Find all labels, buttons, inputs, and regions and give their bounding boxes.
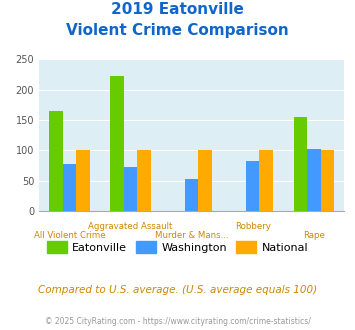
Bar: [260, 150, 273, 211]
Bar: [76, 150, 90, 211]
Bar: [124, 167, 137, 211]
Bar: [49, 111, 63, 211]
Text: All Violent Crime: All Violent Crime: [34, 231, 105, 240]
Bar: [198, 150, 212, 211]
Text: Rape: Rape: [303, 231, 325, 240]
Bar: [185, 179, 198, 211]
Bar: [110, 77, 124, 211]
Bar: [294, 117, 307, 211]
Bar: [246, 161, 260, 211]
Text: Murder & Mans...: Murder & Mans...: [155, 231, 229, 240]
Bar: [137, 150, 151, 211]
Bar: [321, 150, 334, 211]
Text: 2019 Eatonville: 2019 Eatonville: [111, 2, 244, 16]
Bar: [63, 164, 76, 211]
Text: Violent Crime Comparison: Violent Crime Comparison: [66, 23, 289, 38]
Bar: [307, 148, 321, 211]
Text: Compared to U.S. average. (U.S. average equals 100): Compared to U.S. average. (U.S. average …: [38, 285, 317, 295]
Text: © 2025 CityRating.com - https://www.cityrating.com/crime-statistics/: © 2025 CityRating.com - https://www.city…: [45, 317, 310, 326]
Text: Robbery: Robbery: [235, 222, 271, 231]
Legend: Eatonville, Washington, National: Eatonville, Washington, National: [42, 237, 313, 257]
Text: Aggravated Assault: Aggravated Assault: [88, 222, 173, 231]
